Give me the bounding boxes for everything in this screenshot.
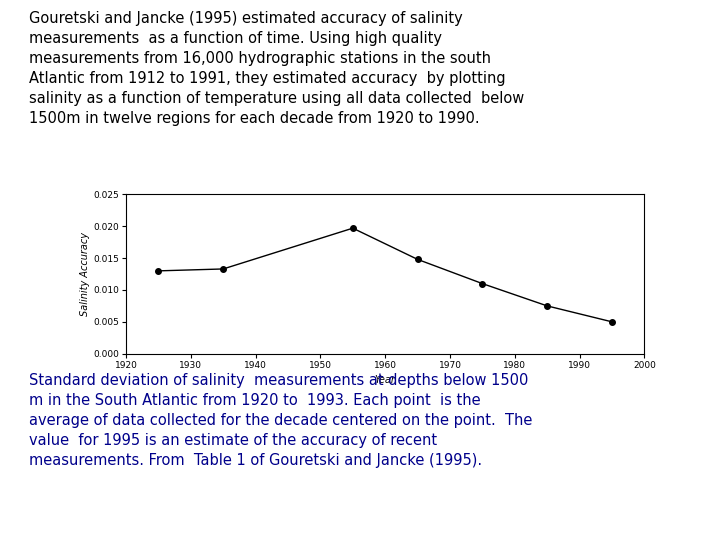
X-axis label: Year: Year [375, 375, 395, 385]
Text: Gouretski and Jancke (1995) estimated accuracy of salinity
measurements  as a fu: Gouretski and Jancke (1995) estimated ac… [29, 11, 524, 126]
Y-axis label: Salinity Accuracy: Salinity Accuracy [81, 232, 91, 316]
Text: Standard deviation of salinity  measurements at depths below 1500
m in the South: Standard deviation of salinity measureme… [29, 373, 532, 468]
